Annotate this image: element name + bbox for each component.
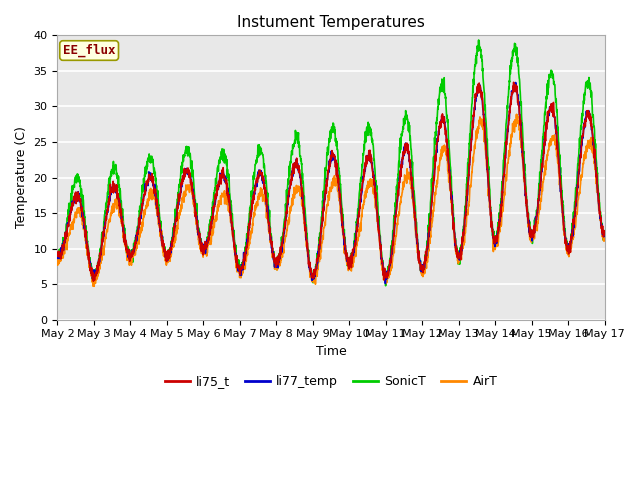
SonicT xyxy=(568,221,576,227)
AirT xyxy=(513,111,520,117)
li77_temp xyxy=(490,240,498,245)
SonicT xyxy=(553,109,561,115)
li77_temp xyxy=(601,232,609,238)
li75_t xyxy=(510,79,518,85)
AirT xyxy=(359,203,367,209)
Legend: li75_t, li77_temp, SonicT, AirT: li75_t, li77_temp, SonicT, AirT xyxy=(160,370,502,393)
Line: SonicT: SonicT xyxy=(58,40,605,286)
Y-axis label: Temperature (C): Temperature (C) xyxy=(15,127,28,228)
SonicT xyxy=(601,230,609,236)
Text: EE_flux: EE_flux xyxy=(63,44,115,57)
li75_t xyxy=(601,230,609,236)
SonicT xyxy=(359,162,367,168)
li77_temp xyxy=(381,281,389,287)
SonicT xyxy=(54,253,61,259)
AirT xyxy=(347,259,355,264)
li75_t xyxy=(359,179,367,184)
SonicT xyxy=(490,237,498,243)
AirT xyxy=(90,283,98,289)
AirT xyxy=(568,240,576,246)
AirT xyxy=(54,254,61,260)
li77_temp xyxy=(206,227,214,232)
Line: li77_temp: li77_temp xyxy=(58,83,605,284)
Title: Instument Temperatures: Instument Temperatures xyxy=(237,15,425,30)
AirT xyxy=(601,237,609,242)
X-axis label: Time: Time xyxy=(316,345,346,358)
li77_temp xyxy=(359,182,367,188)
li77_temp xyxy=(512,80,520,85)
li75_t xyxy=(54,252,61,257)
SonicT xyxy=(382,283,390,288)
Line: li75_t: li75_t xyxy=(58,82,605,281)
AirT xyxy=(553,153,561,159)
li75_t xyxy=(553,133,561,139)
li75_t xyxy=(90,278,97,284)
AirT xyxy=(206,240,214,245)
li77_temp xyxy=(347,262,355,267)
li77_temp xyxy=(54,255,61,261)
SonicT xyxy=(347,259,355,264)
li75_t xyxy=(490,236,498,241)
li75_t xyxy=(347,256,355,262)
li77_temp xyxy=(568,232,576,238)
Line: AirT: AirT xyxy=(58,114,605,286)
li77_temp xyxy=(553,135,561,141)
SonicT xyxy=(475,37,483,43)
li75_t xyxy=(206,223,214,229)
AirT xyxy=(490,243,498,249)
li75_t xyxy=(568,230,576,236)
SonicT xyxy=(206,221,214,227)
